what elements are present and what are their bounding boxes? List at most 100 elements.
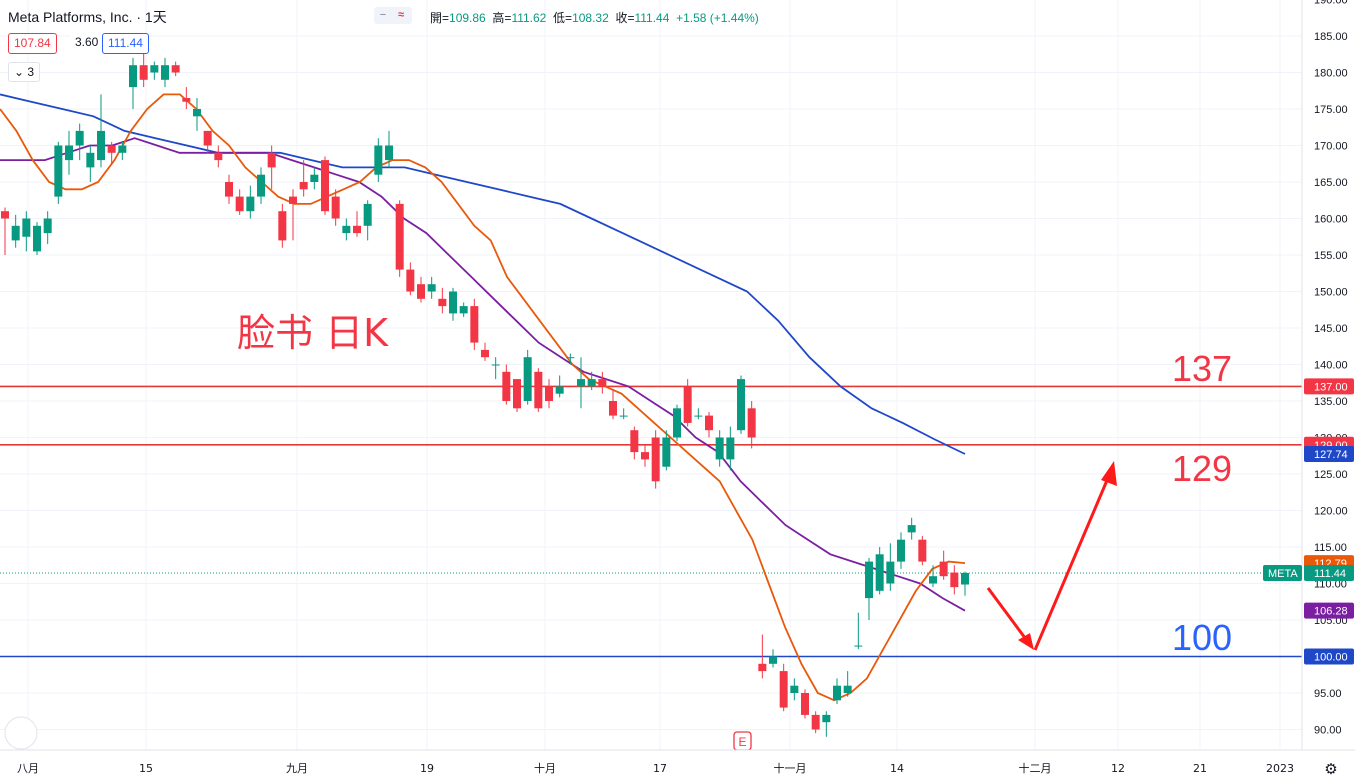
candle-body bbox=[353, 225, 361, 234]
candle bbox=[363, 200, 372, 241]
price-tag: 137.00 bbox=[1304, 378, 1354, 395]
candle-body bbox=[225, 182, 233, 197]
price-tag-bg bbox=[1304, 445, 1354, 462]
y-tick-label: 175.00 bbox=[1314, 104, 1348, 116]
candle-body bbox=[1, 211, 9, 219]
candle bbox=[502, 364, 511, 405]
candle bbox=[907, 517, 916, 540]
candle-body bbox=[342, 225, 351, 234]
candle bbox=[406, 262, 415, 296]
time-axis-bg bbox=[0, 750, 1355, 782]
candle bbox=[523, 349, 532, 405]
candle bbox=[129, 57, 137, 109]
candle-body bbox=[801, 693, 809, 715]
candle-body bbox=[257, 174, 265, 197]
arrow-down-line bbox=[986, 587, 1030, 643]
candle-body bbox=[854, 645, 863, 647]
price-tag-label: 137.00 bbox=[1314, 381, 1348, 393]
price-tag: 100.00 bbox=[1304, 648, 1354, 665]
indicators-collapse-button[interactable]: ⌄ 3 bbox=[8, 62, 41, 82]
candle-body bbox=[651, 437, 660, 482]
candle-body bbox=[214, 152, 223, 161]
candle bbox=[801, 689, 809, 719]
forecast-arrows bbox=[986, 461, 1117, 651]
candle-body bbox=[107, 145, 116, 153]
candle-body bbox=[545, 386, 553, 401]
candle-body bbox=[11, 225, 20, 241]
ask-price[interactable]: 111.44 bbox=[102, 33, 149, 54]
candle-body bbox=[961, 572, 969, 585]
x-tick-label: 十二月 bbox=[1019, 761, 1052, 775]
candle bbox=[289, 189, 297, 241]
price-tag-label: 111.44 bbox=[1314, 568, 1346, 580]
navigation-button-icon bbox=[4, 716, 38, 750]
candle-body bbox=[833, 685, 841, 701]
candle bbox=[299, 160, 308, 197]
candle bbox=[566, 353, 575, 365]
candle-body bbox=[534, 371, 543, 409]
candle-body bbox=[97, 130, 105, 161]
candle-body bbox=[374, 145, 383, 175]
candle bbox=[225, 174, 233, 204]
candle bbox=[950, 565, 959, 595]
candle-body bbox=[331, 196, 340, 219]
candle bbox=[491, 357, 500, 380]
candle-body bbox=[822, 714, 831, 723]
candle-body bbox=[555, 386, 564, 394]
x-tick-label: 十月 bbox=[534, 761, 556, 775]
ohlc-readout: 開=109.86 高=111.62 低=108.32 收=111.44 +1.5… bbox=[430, 11, 759, 25]
price-tag-bg bbox=[1304, 378, 1354, 395]
chevron-down-icon: ⌄ bbox=[14, 65, 25, 79]
candle bbox=[235, 189, 244, 215]
level-129-label: 129 bbox=[1172, 448, 1233, 489]
candle-body bbox=[790, 685, 799, 693]
candle bbox=[171, 61, 180, 77]
y-tick-label: 170.00 bbox=[1314, 141, 1348, 153]
x-tick-label: 九月 bbox=[286, 762, 308, 775]
indicator-toggle-icons[interactable]: − ≈ bbox=[374, 7, 412, 24]
candle bbox=[833, 678, 841, 704]
candle bbox=[854, 612, 863, 650]
wave-icon[interactable]: ≈ bbox=[397, 9, 405, 21]
x-tick-label: 21 bbox=[1193, 762, 1207, 775]
minus-icon[interactable]: − bbox=[379, 9, 387, 21]
bid-price[interactable]: 107.84 bbox=[8, 33, 57, 54]
candle-body bbox=[907, 525, 916, 533]
candle-body bbox=[481, 349, 489, 358]
candle bbox=[65, 130, 73, 175]
ma-long-line bbox=[0, 93, 966, 455]
candle-body bbox=[587, 379, 596, 387]
candle-body bbox=[459, 306, 468, 314]
candle-body bbox=[779, 671, 788, 708]
y-tick-label: 115.00 bbox=[1314, 542, 1347, 554]
price-tag: 106.28 bbox=[1304, 602, 1354, 619]
arrow-down-head bbox=[1018, 633, 1034, 650]
candle-body bbox=[54, 145, 63, 197]
candle bbox=[651, 430, 660, 489]
candle bbox=[1, 207, 9, 255]
candle-body bbox=[865, 561, 873, 599]
candle bbox=[193, 98, 201, 131]
candle-body bbox=[705, 415, 713, 431]
symbol-title[interactable]: Meta Platforms, Inc. · 1天 bbox=[8, 9, 167, 25]
candle-body bbox=[438, 298, 447, 307]
candle-body bbox=[193, 109, 201, 117]
candle-body bbox=[523, 357, 532, 401]
candle bbox=[481, 342, 489, 361]
x-tick-label: 14 bbox=[890, 762, 904, 775]
candle bbox=[331, 189, 340, 226]
candle-body bbox=[161, 65, 169, 80]
candle bbox=[278, 203, 287, 248]
candle bbox=[267, 145, 276, 190]
candle bbox=[11, 214, 20, 248]
gear-icon[interactable]: ⚙ bbox=[1324, 760, 1337, 778]
chart-annotation: 脸书 日K bbox=[237, 311, 388, 355]
candle bbox=[662, 430, 671, 471]
candle bbox=[939, 550, 948, 580]
candle-body bbox=[235, 196, 244, 212]
y-tick-label: 120.00 bbox=[1314, 506, 1348, 518]
candle-body bbox=[630, 430, 639, 453]
candle-body bbox=[918, 539, 927, 562]
candle bbox=[737, 375, 745, 434]
